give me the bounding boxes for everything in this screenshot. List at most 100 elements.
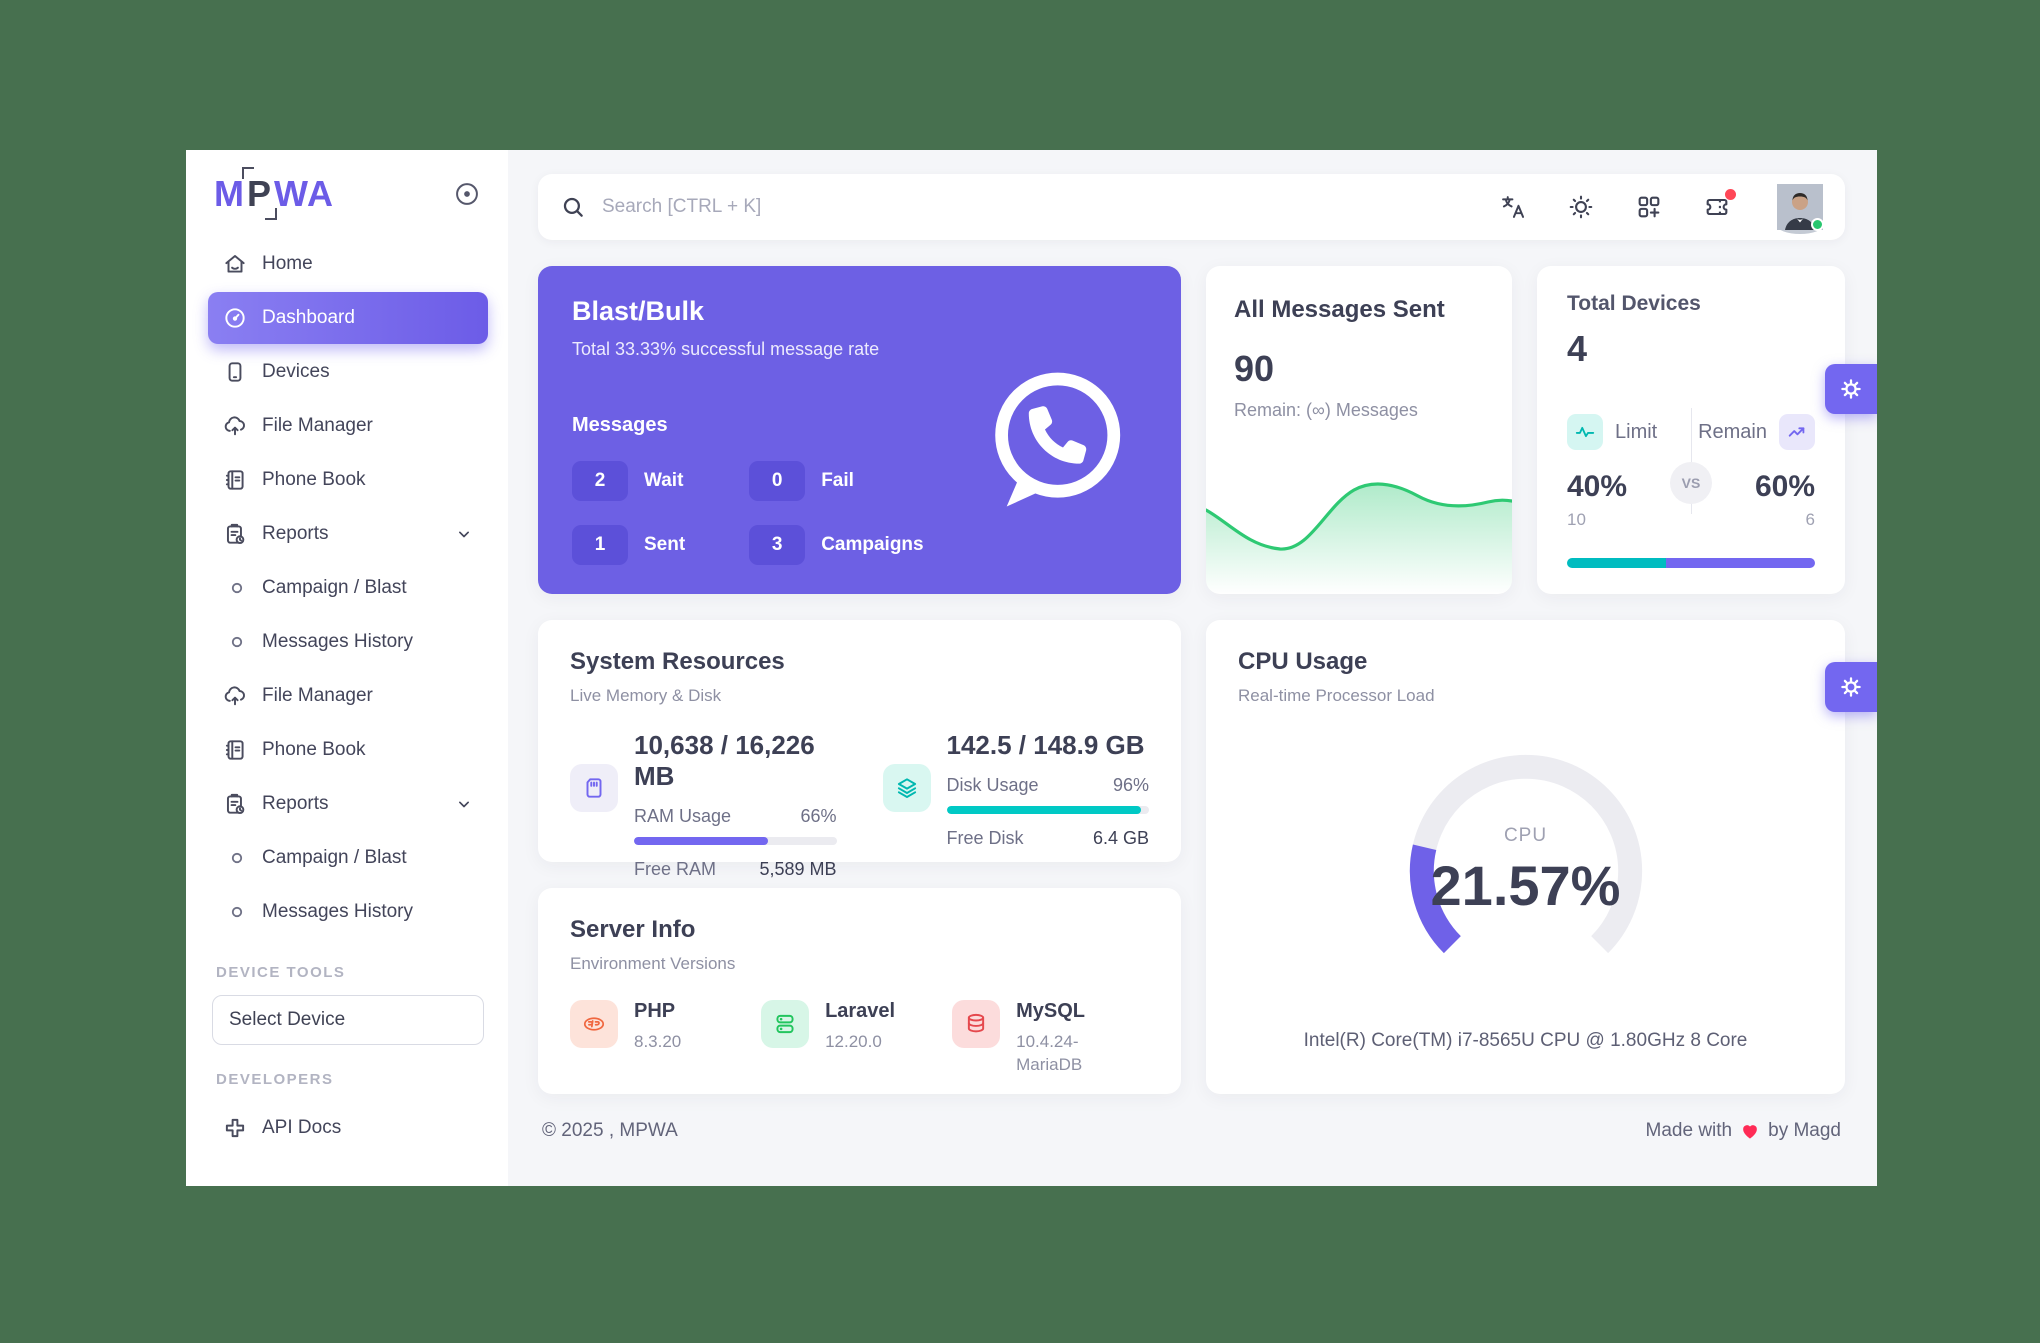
remain-count: 6: [1805, 510, 1815, 529]
ram-resource: 10,638 / 16,226 MB RAM Usage 66% Free RA…: [570, 730, 837, 880]
whatsapp-icon: [971, 355, 1141, 525]
sidebar-item-reports[interactable]: Reports: [208, 508, 488, 560]
footer: © 2025 , MPWA Made with by Magd: [538, 1094, 1845, 1142]
blast-title: Blast/Bulk: [572, 296, 705, 326]
all-messages-card: All Messages Sent 90 Remain: (∞) Message…: [1206, 266, 1512, 594]
sidebar-item-home[interactable]: Home: [208, 238, 488, 290]
system-resources-title: System Resources: [570, 648, 785, 675]
env-mysql: MySQL 10.4.24-MariaDB: [952, 1000, 1143, 1077]
cpu-usage-card: CPU Usage Real-time Processor Load CPU 2…: [1206, 620, 1845, 1094]
sidebar-item-messages-history[interactable]: Messages History: [208, 616, 488, 668]
limit-remain-bar: [1567, 558, 1815, 568]
ram-usage-label: RAM Usage: [634, 806, 732, 826]
translate-icon[interactable]: [1499, 193, 1527, 221]
remain-trend-icon: [1779, 414, 1815, 450]
select-device-input[interactable]: Select Device: [212, 995, 484, 1045]
disk-free-label: Free Disk: [946, 828, 1024, 848]
made-with: Made with by Magd: [1645, 1120, 1841, 1141]
chevron-down-icon: [454, 794, 474, 814]
sidebar-toggle-icon[interactable]: [452, 179, 482, 209]
api-icon: [222, 1115, 248, 1141]
limit-label: Limit: [1615, 420, 1658, 443]
sidebar-item-api-docs[interactable]: API Docs: [208, 1102, 488, 1154]
sidebar-item-phone-book-2[interactable]: Phone Book: [208, 724, 488, 776]
stat-sent-label: Sent: [644, 534, 686, 555]
stat-sent: 1 Sent: [572, 525, 685, 565]
disk-free-value: 6.4 GB: [1092, 828, 1149, 848]
sidebar-item-label: File Manager: [262, 415, 373, 436]
sidebar-item-dashboard[interactable]: Dashboard: [208, 292, 488, 344]
settings-gear-button-2[interactable]: [1825, 662, 1877, 712]
sidebar-item-label: Campaign / Blast: [262, 577, 407, 598]
blast-stats: 2 Wait 0 Fail 1 Sent 3 Campaigns: [572, 461, 1147, 565]
server-info-title: Server Info: [570, 916, 696, 943]
env-laravel: Laravel 12.20.0: [761, 1000, 952, 1077]
sidebar-item-messages-history-2[interactable]: Messages History: [208, 886, 488, 938]
sidebar-nav: Home Dashboard Devices File Manager Phon…: [208, 238, 488, 938]
circle-icon: [226, 901, 248, 923]
cpu-gauge-label: CPU: [1503, 824, 1548, 846]
blast-messages-label: Messages: [572, 414, 668, 436]
dashboard-icon: [222, 305, 248, 331]
disk-percent: 96%: [1112, 775, 1149, 795]
section-device-tools: DEVICE TOOLS: [216, 964, 346, 981]
all-messages-remain: Remain: (∞) Messages: [1234, 400, 1418, 420]
ram-percent: 66%: [800, 806, 837, 826]
sidebar-item-file-manager[interactable]: File Manager: [208, 400, 488, 452]
ticket-icon[interactable]: [1703, 189, 1736, 221]
stat-fail-value: 0: [749, 461, 806, 501]
sidebar: MPWA Home Dashboard Devices File Manager: [186, 150, 508, 1186]
stat-wait: 2 Wait: [572, 461, 685, 501]
divider: [1691, 408, 1692, 514]
limit-percent: 40%: [1567, 470, 1628, 503]
sidebar-item-file-manager-2[interactable]: File Manager: [208, 670, 488, 722]
sidebar-item-label: Phone Book: [262, 739, 366, 760]
total-devices-card: Total Devices 4 Limit Remain VS 40%: [1537, 266, 1845, 594]
sidebar-item-label: Messages History: [262, 901, 413, 922]
php-version: 8.3.20: [634, 1032, 682, 1051]
server-info-card: Server Info Environment Versions PHP 8.3…: [538, 888, 1181, 1094]
cpu-usage-title: CPU Usage: [1238, 648, 1368, 675]
settings-gear-button[interactable]: [1825, 364, 1877, 414]
laravel-name: Laravel: [825, 1000, 896, 1022]
sidebar-item-phone-book[interactable]: Phone Book: [208, 454, 488, 506]
avatar[interactable]: [1777, 184, 1824, 234]
cloud-upload-icon: [222, 683, 248, 709]
app-window: MPWA Home Dashboard Devices File Manager: [186, 150, 1877, 1186]
cpu-gauge-fill: [1409, 754, 1642, 954]
topbar: [538, 174, 1845, 240]
sidebar-item-devices[interactable]: Devices: [208, 346, 488, 398]
reports-icon: [222, 791, 248, 817]
chevron-down-icon: [454, 524, 474, 544]
stat-sent-value: 1: [572, 525, 628, 565]
mysql-version: 10.4.24-MariaDB: [1016, 1032, 1083, 1074]
all-messages-value: 90: [1234, 348, 1275, 389]
disk-resource: 142.5 / 148.9 GB Disk Usage 96% Free Dis…: [882, 730, 1149, 880]
section-developers: DEVELOPERS: [216, 1071, 334, 1088]
smartphone-icon: [222, 359, 248, 385]
php-icon: [570, 1000, 618, 1048]
disk-progress-fill: [946, 806, 1141, 814]
php-name: PHP: [634, 1000, 676, 1022]
dashboard-grid: Blast/Bulk Total 33.33% successful messa…: [538, 266, 1845, 1094]
apps-grid-icon[interactable]: [1635, 193, 1663, 221]
sidebar-item-label: Campaign / Blast: [262, 847, 407, 868]
limit-count: 10: [1567, 510, 1586, 529]
circle-icon: [226, 631, 248, 653]
cpu-caption: Intel(R) Core(TM) i7-8565U CPU @ 1.80GHz…: [1303, 1030, 1748, 1051]
online-status-dot: [1811, 218, 1824, 231]
limit-bar-segment: [1567, 558, 1667, 568]
sidebar-item-label: API Docs: [262, 1117, 342, 1138]
mysql-name: MySQL: [1016, 1000, 1086, 1022]
sidebar-item-reports-2[interactable]: Reports: [208, 778, 488, 830]
search-input[interactable]: [602, 196, 1479, 218]
sidebar-item-campaign-blast-2[interactable]: Campaign / Blast: [208, 832, 488, 884]
blast-bulk-card: Blast/Bulk Total 33.33% successful messa…: [538, 266, 1181, 594]
light-mode-icon[interactable]: [1567, 193, 1595, 221]
circle-icon: [226, 847, 248, 869]
ram-total: 10,638 / 16,226 MB: [634, 730, 815, 791]
sidebar-item-campaign-blast[interactable]: Campaign / Blast: [208, 562, 488, 614]
ram-free-value: 5,589 MB: [759, 859, 837, 879]
stat-wait-value: 2: [572, 461, 628, 501]
search-icon: [560, 194, 586, 220]
